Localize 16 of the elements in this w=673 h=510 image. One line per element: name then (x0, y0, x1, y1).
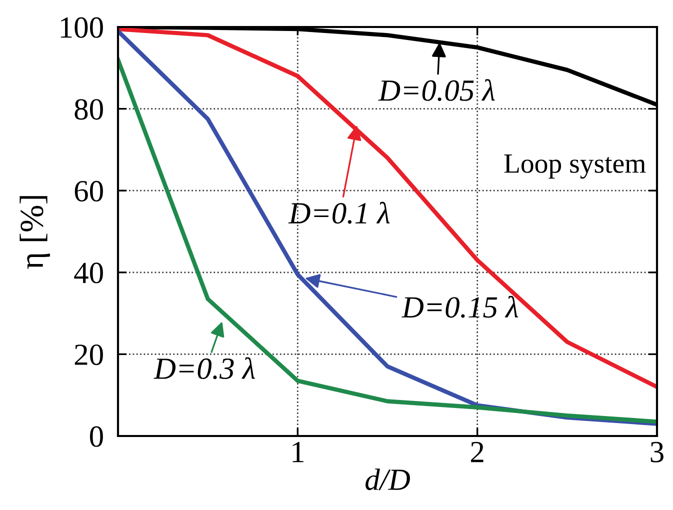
x-tick-label: 1 (292, 442, 304, 462)
y-tick-label: 40 (74, 262, 103, 284)
annotation: D=0.1 λ (288, 202, 390, 224)
x-tick-label: 2 (471, 442, 484, 462)
x-tick-label: 3 (650, 442, 664, 462)
y-tick-label: 60 (74, 180, 103, 202)
y-tick-label: 100 (60, 17, 103, 38)
y-tick-label: 80 (74, 99, 103, 120)
x-axis-title: d/D (366, 468, 410, 490)
annotation: Loop system (504, 154, 646, 179)
annotation: D=0.15 λ (402, 296, 518, 318)
y-tick-label: 20 (74, 344, 103, 366)
annotation: D=0.05 λ (378, 79, 495, 102)
y-axis-title: η [%] (20, 196, 50, 269)
annotation: D=0.3 λ (154, 357, 255, 380)
y-tick-label: 0 (90, 426, 103, 447)
